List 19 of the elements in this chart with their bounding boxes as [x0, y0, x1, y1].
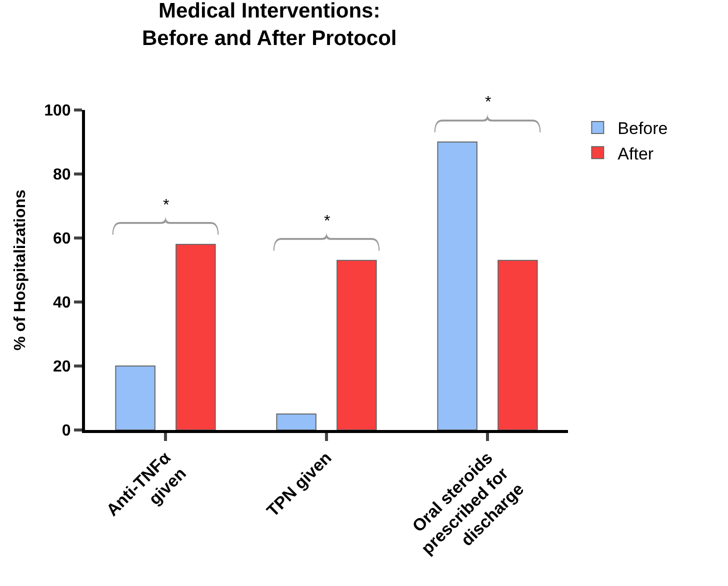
legend-label: After [618, 144, 654, 164]
bar [115, 366, 156, 430]
y-tick-label: 0 [62, 422, 71, 440]
y-tick-label: 80 [53, 166, 71, 184]
y-tick-label: 40 [53, 294, 71, 312]
annotation: * [163, 197, 170, 214]
y-tick-label: 100 [44, 102, 71, 120]
annotation: * [485, 94, 492, 111]
bar [276, 414, 316, 430]
bar [336, 260, 377, 430]
y-tick-label: 20 [53, 358, 71, 376]
chart-title: Medical Interventions: Before and After Protocol [142, 0, 397, 50]
bar [437, 142, 478, 430]
annotation: * [324, 213, 330, 230]
legend-label: Before [618, 119, 668, 138]
y-tick-label: 60 [53, 230, 71, 248]
bar [176, 244, 216, 430]
bar [498, 260, 538, 430]
y-axis-title: % of Hospitalizations [12, 189, 29, 350]
